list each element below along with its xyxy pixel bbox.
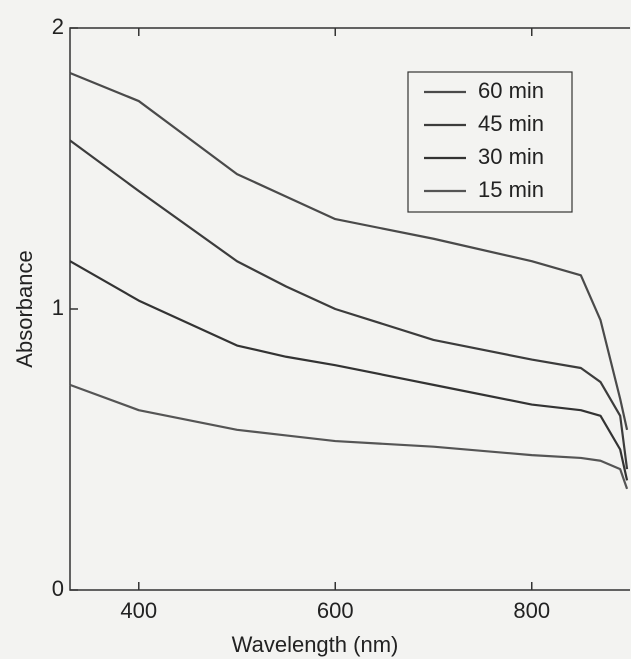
x-tick-label: 400 bbox=[120, 598, 157, 623]
y-tick-label: 0 bbox=[52, 576, 64, 601]
x-tick-label: 800 bbox=[513, 598, 550, 623]
page: Wavelength (nm) Absorbance 0 1 2 400 600 800 6… bbox=[0, 0, 631, 659]
legend-label: 60 min bbox=[478, 78, 544, 103]
y-tick-label: 2 bbox=[52, 14, 64, 39]
chart: Wavelength (nm) Absorbance 0 1 2 400 600 800 6… bbox=[0, 0, 631, 659]
legend-label: 45 min bbox=[478, 111, 544, 136]
legend-label: 15 min bbox=[478, 177, 544, 202]
legend-label: 30 min bbox=[478, 144, 544, 169]
y-axis-label: Absorbance bbox=[12, 250, 37, 367]
y-tick-label: 1 bbox=[52, 295, 64, 320]
x-axis-label: Wavelength (nm) bbox=[232, 632, 399, 657]
x-tick-label: 600 bbox=[317, 598, 354, 623]
